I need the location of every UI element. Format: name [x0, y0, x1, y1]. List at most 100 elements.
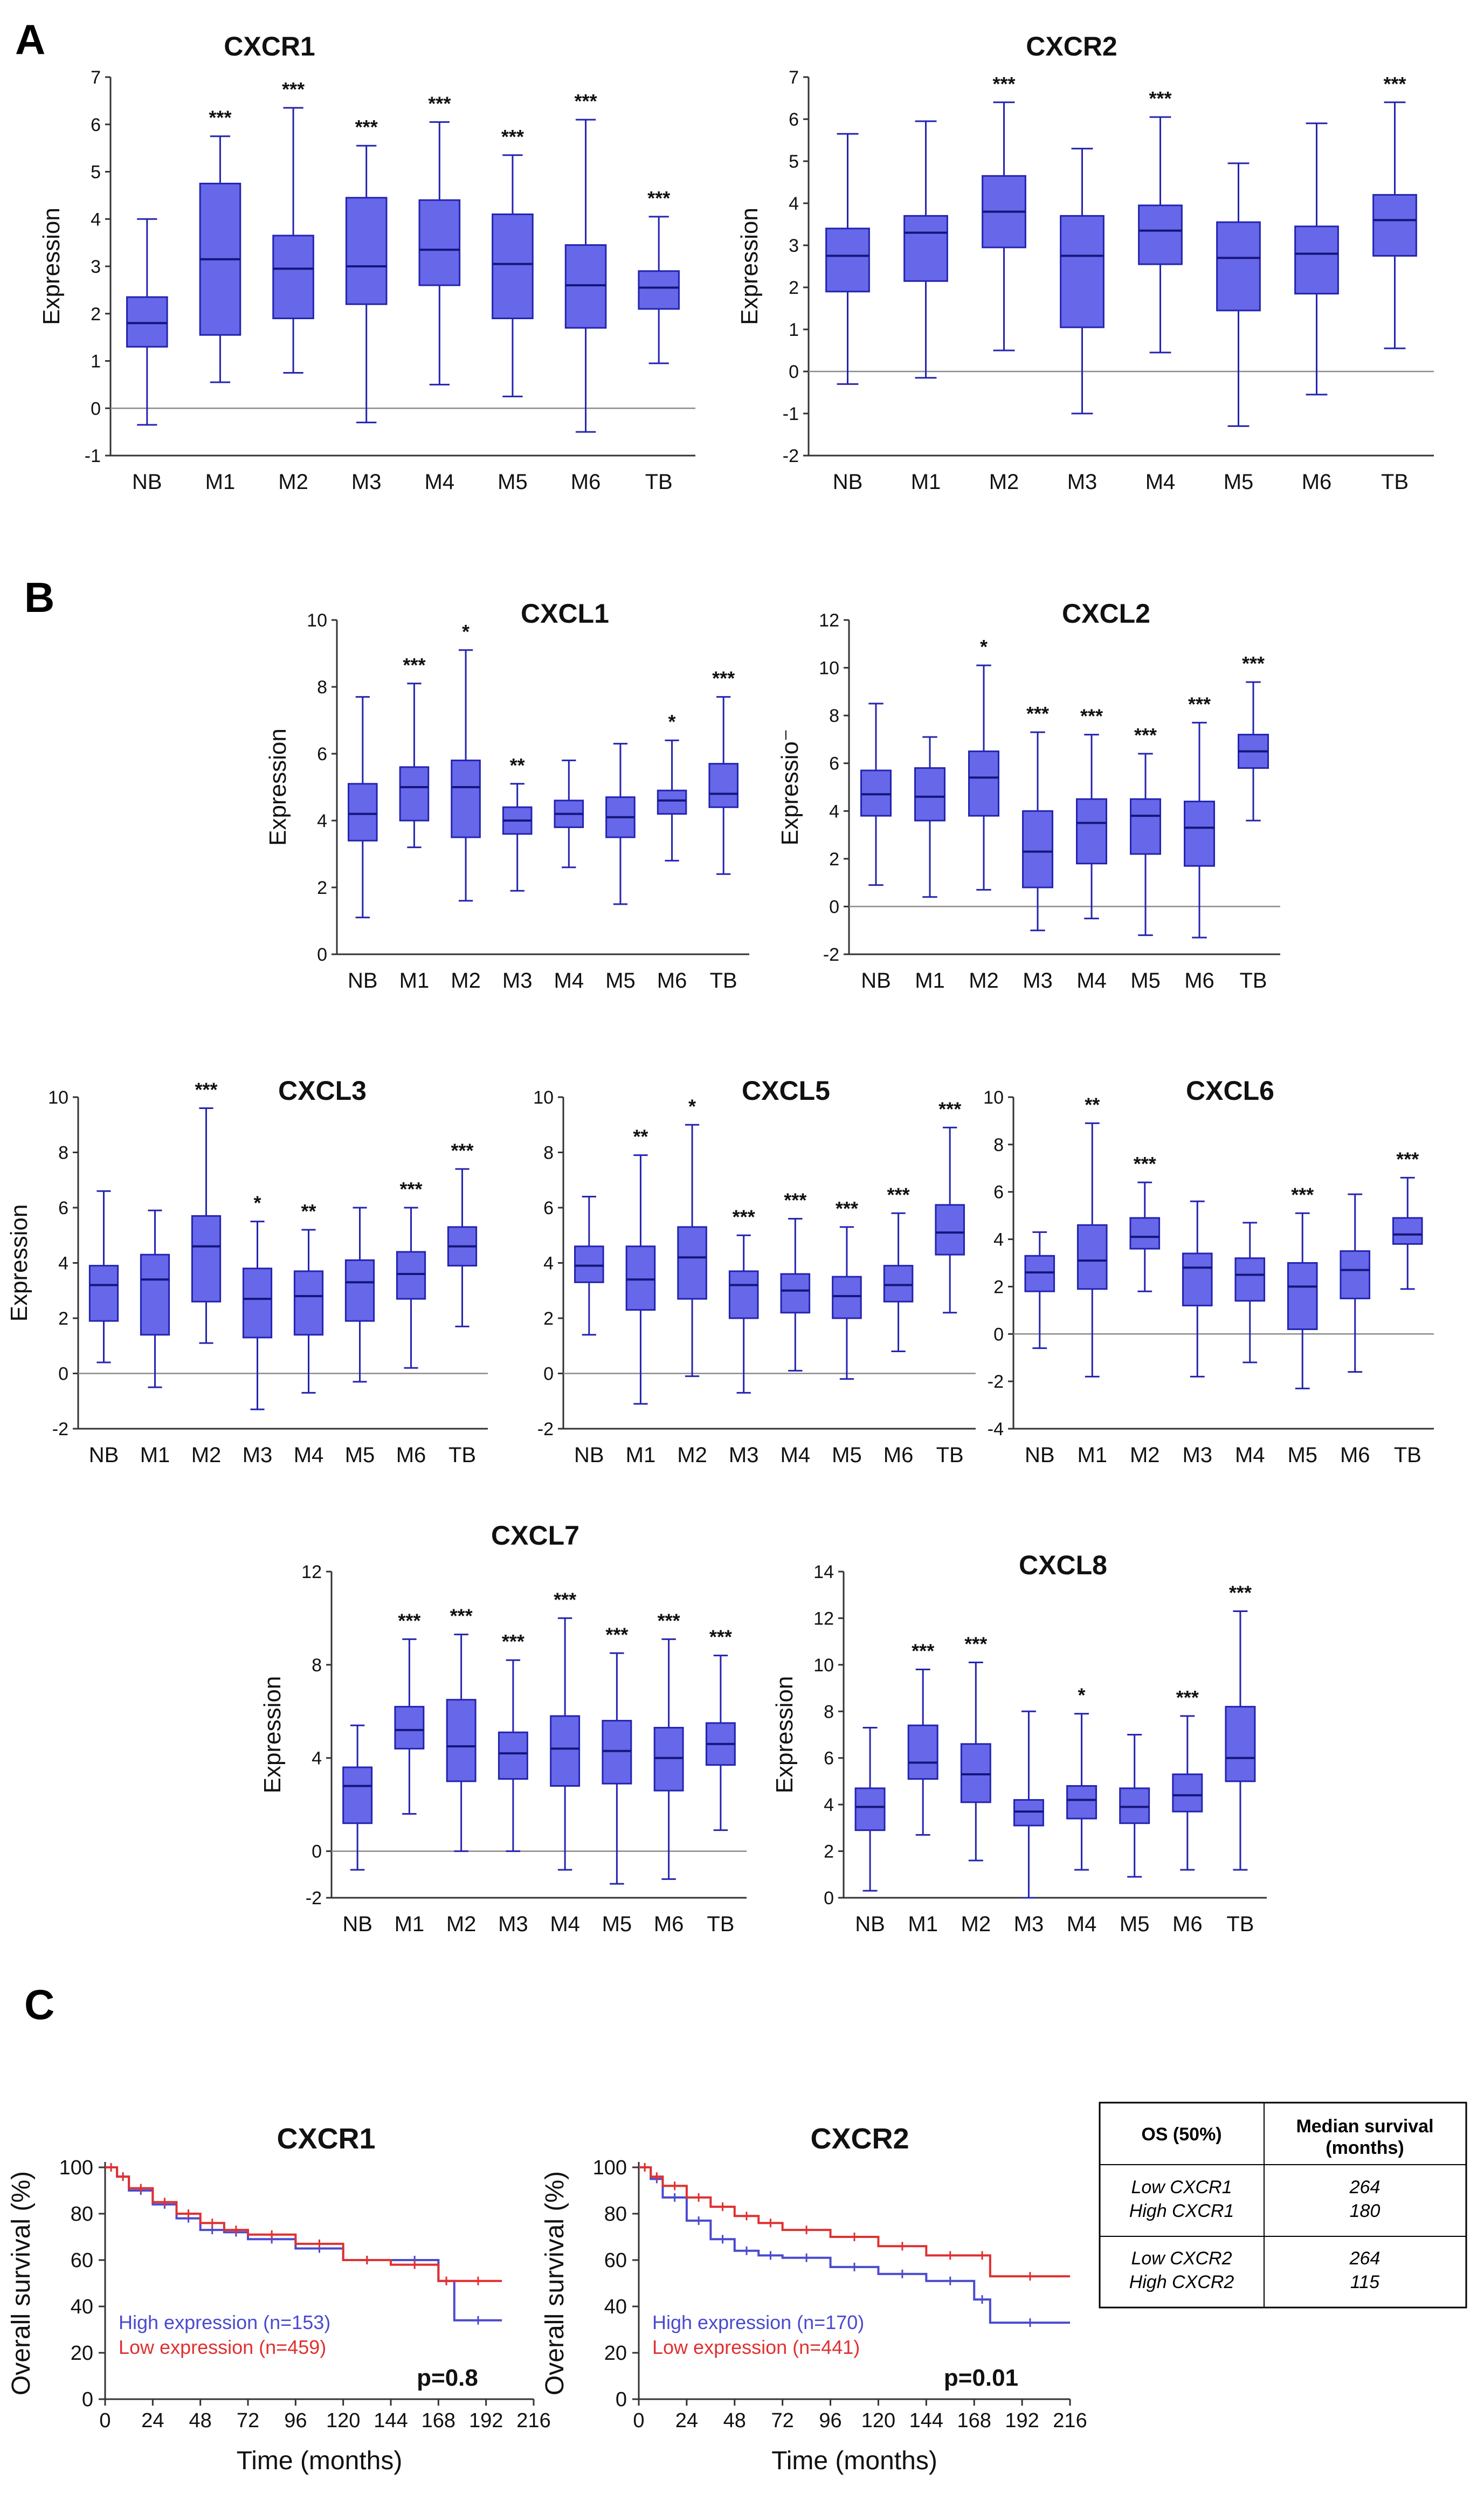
y-tick-label: 100: [59, 2157, 93, 2179]
y-axis-label: Expression: [265, 728, 291, 846]
panel-label-b: B: [24, 574, 54, 621]
y-axis-label: Expression: [6, 1204, 32, 1322]
p-value: p=0.01: [944, 2365, 1018, 2391]
x-tick-label: M3: [351, 470, 382, 494]
y-axis-label: Overall survival (%): [7, 2171, 36, 2395]
table-row-value: 180: [1350, 2201, 1381, 2221]
box: [708, 763, 738, 808]
x-axis-label: Time (months): [237, 2447, 403, 2475]
x-tick-label: 72: [237, 2409, 259, 2432]
y-axis-label: Overall survival (%): [541, 2171, 569, 2395]
box: [1119, 1787, 1150, 1824]
x-tick-label: 0: [633, 2409, 644, 2432]
significance-label: ***: [658, 1609, 680, 1631]
x-tick-label: M3: [498, 1912, 528, 1936]
box: [396, 1251, 426, 1300]
significance-label: ***: [1149, 87, 1171, 109]
y-tick-label: -4: [988, 1419, 1004, 1439]
y-tick-label: 20: [71, 2342, 93, 2365]
box: [968, 750, 999, 817]
x-tick-label: 192: [469, 2409, 503, 2432]
y-tick-label: -2: [52, 1419, 68, 1439]
x-tick-label: NB: [574, 1443, 604, 1467]
box: [446, 1699, 477, 1782]
box: [780, 1273, 811, 1314]
x-tick-label: M1: [395, 1912, 425, 1936]
box: [126, 296, 168, 348]
x-tick-label: M3: [1014, 1912, 1044, 1936]
x-tick-label: M5: [1130, 969, 1161, 993]
x-tick-label: M3: [1182, 1443, 1212, 1467]
significance-label: ***: [784, 1189, 806, 1211]
km-plot-cxcr2: CXCR2 Overall survival (%) Time (months) 0 2…: [541, 2123, 1087, 2475]
significance-label: ***: [1134, 1153, 1156, 1175]
x-tick-label: 144: [909, 2409, 943, 2432]
x-tick-label: M2: [969, 969, 999, 993]
y-tick-label: 2: [993, 1277, 1004, 1297]
significance-label: ***: [282, 78, 305, 100]
significance-label: ***: [887, 1183, 910, 1206]
x-tick-label: 48: [189, 2409, 212, 2432]
chart-title: CXCR1: [277, 2123, 375, 2155]
y-tick-label: 5: [91, 162, 101, 183]
significance-label: ***: [964, 1633, 987, 1655]
y-tick-label: 3: [91, 257, 101, 277]
x-tick-label: TB: [448, 1443, 476, 1467]
y-tick-label: 6: [789, 109, 799, 130]
y-tick-label: 4: [829, 801, 839, 822]
x-tick-label: M2: [191, 1443, 222, 1467]
table-row-label: Low CXCR2: [1131, 2248, 1232, 2269]
y-tick-label: -2: [988, 1372, 1004, 1392]
box: [653, 1727, 684, 1792]
x-tick-label: M5: [1224, 470, 1254, 494]
y-tick-label: 20: [604, 2342, 627, 2365]
box: [907, 1724, 938, 1780]
x-tick-label: 24: [141, 2409, 164, 2432]
x-tick-label: TB: [1226, 1912, 1254, 1936]
y-axis-label: Expression: [259, 1676, 286, 1794]
y-tick-label: 0: [543, 1364, 554, 1385]
y-tick-label: 6: [993, 1182, 1004, 1203]
y-tick-label: 6: [829, 754, 839, 774]
x-tick-label: M4: [1076, 969, 1107, 993]
table-header-median-unit: (months): [1326, 2138, 1404, 2158]
survival-curve: [639, 2166, 1070, 2324]
y-tick-label: 10: [819, 658, 839, 679]
significance-label: ***: [1229, 1581, 1252, 1603]
box: [342, 1766, 373, 1824]
y-tick-label: 4: [91, 209, 101, 230]
boxplot-cxcr1: CXCR1 Expression -1 0 1 2 3 4 5 6 7 NB *** M1 *** M2 ***…: [38, 31, 695, 494]
y-tick-label: 40: [71, 2296, 93, 2318]
y-tick-label: 10: [48, 1087, 68, 1108]
y-tick-label: 0: [91, 398, 101, 419]
significance-label: ***: [1026, 702, 1049, 725]
significance-label: **: [1085, 1093, 1100, 1115]
box: [903, 215, 948, 282]
y-tick-label: 4: [317, 811, 327, 831]
significance-label: ***: [399, 1178, 422, 1200]
x-tick-label: M1: [626, 1443, 656, 1467]
x-tick-label: M2: [446, 1912, 477, 1936]
y-tick-label: 2: [789, 278, 799, 298]
x-tick-label: M4: [1145, 470, 1176, 494]
y-axis-label: Expressio⁻: [777, 729, 803, 845]
y-tick-label: 2: [829, 849, 839, 870]
y-tick-label: 6: [91, 115, 101, 135]
x-tick-label: M1: [915, 969, 945, 993]
box: [860, 769, 892, 817]
significance-label: ***: [403, 654, 425, 676]
x-tick-label: M5: [832, 1443, 862, 1467]
x-tick-label: TB: [707, 1912, 734, 1936]
x-tick-label: M4: [781, 1443, 811, 1467]
x-tick-label: 0: [99, 2409, 111, 2432]
survival-curve: [639, 2166, 1070, 2278]
y-tick-label: 0: [317, 945, 327, 965]
y-tick-label: 4: [312, 1748, 322, 1769]
significance-label: *: [980, 636, 988, 658]
chart-title: CXCR1: [224, 31, 315, 61]
x-tick-label: M6: [1340, 1443, 1370, 1467]
y-tick-label: 12: [813, 1608, 834, 1629]
x-tick-label: M2: [278, 470, 308, 494]
table-row-label: Low CXCR1: [1131, 2177, 1232, 2198]
